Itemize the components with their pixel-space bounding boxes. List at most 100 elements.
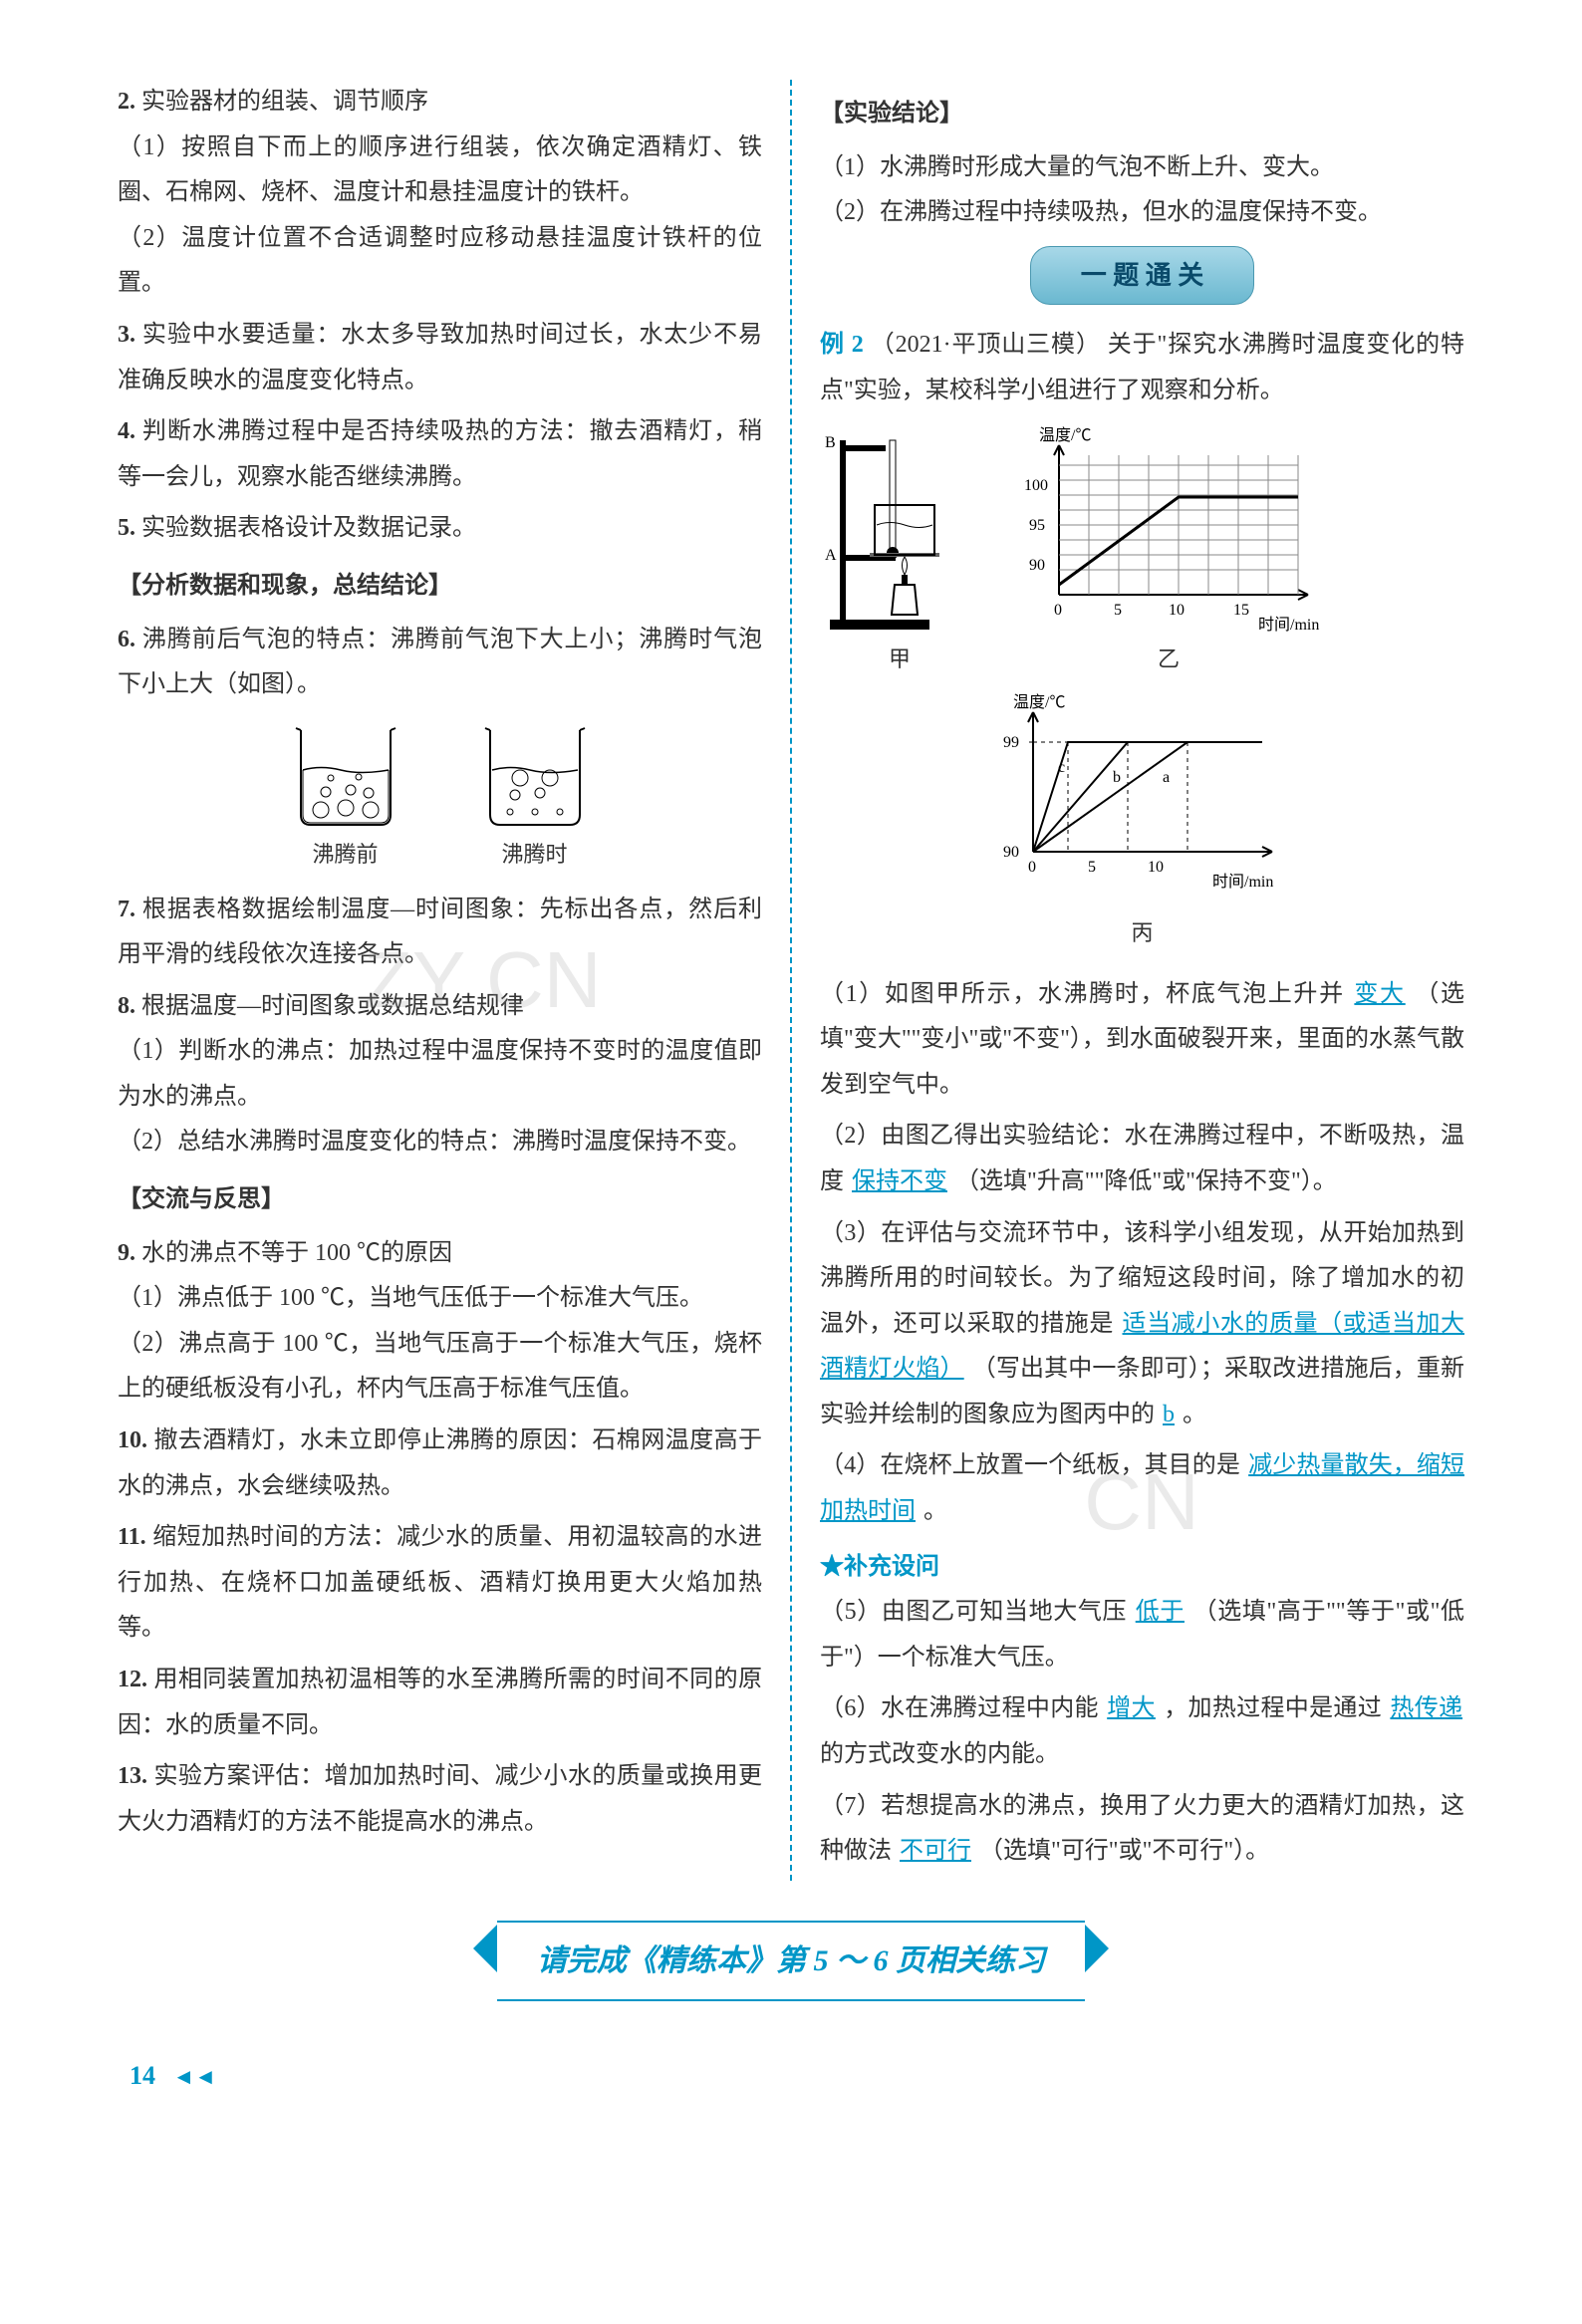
page-arrow-icon: ◄◄ bbox=[162, 2064, 217, 2089]
q-pre: 水在沸腾过程中内能 bbox=[881, 1695, 1099, 1721]
question-1: （1）如图甲所示，水沸腾时，杯底气泡上升并 变大 （选填"变大""变小"或"不变… bbox=[820, 972, 1464, 1109]
beaker-label-boiling: 沸腾时 bbox=[470, 834, 600, 876]
svg-text:0: 0 bbox=[1028, 859, 1036, 876]
svg-text:温度/℃: 温度/℃ bbox=[1039, 426, 1091, 444]
sub-item: （2）总结水沸腾时温度变化的特点：沸腾时温度保持不变。 bbox=[118, 1120, 762, 1165]
supplement-6: （6）水在沸腾过程中内能 增大 ，加热过程中是通过 热传递 的方式改变水的内能。 bbox=[820, 1686, 1464, 1777]
item-text: 根据温度—时间图象或数据总结规律 bbox=[141, 993, 524, 1019]
item-text: 用相同装置加热初温相等的水至沸腾所需的时间不同的原因：水的质量不同。 bbox=[118, 1667, 762, 1738]
beaker-before: 沸腾前 bbox=[281, 720, 410, 876]
item-13: 13. 实验方案评估：增加加热时间、减少小水的质量或换用更大火力酒精灯的方法不能… bbox=[118, 1754, 762, 1845]
left-column: 2. 实验器材的组装、调节顺序 （1）按照自下而上的顺序进行组装，依次确定酒精灯… bbox=[90, 80, 792, 1881]
answer-blank: 变大 bbox=[1352, 981, 1407, 1007]
section-conclusion: 【实验结论】 bbox=[820, 92, 1464, 137]
diagram-yi: 温度/℃ bbox=[1009, 425, 1328, 680]
beaker-diagrams: 沸腾前 沸腾时 bbox=[118, 720, 762, 876]
item-3: 3. 实验中水要适量：水太多导致加热时间过长，水太少不易准确反映水的温度变化特点… bbox=[118, 313, 762, 403]
q-pre: 由图乙可知当地大气压 bbox=[882, 1599, 1127, 1625]
question-4: （4）在烧杯上放置一个纸板，其目的是 减少热量散失，缩短加热时间 。 bbox=[820, 1443, 1464, 1534]
example-diagrams-row1: B A 甲 bbox=[820, 425, 1464, 680]
svg-text:温度/℃: 温度/℃ bbox=[1013, 693, 1065, 711]
page-number-value: 14 bbox=[130, 2061, 155, 2090]
item-num: 11. bbox=[118, 1524, 146, 1550]
page-number: 14 ◄◄ bbox=[90, 2051, 1492, 2100]
q-num: （7） bbox=[820, 1793, 881, 1819]
example-label: 例 2 bbox=[820, 332, 864, 358]
label-yi: 乙 bbox=[1009, 639, 1328, 680]
q-num: （6） bbox=[820, 1695, 881, 1721]
item-8: 8. 根据温度—时间图象或数据总结规律 （1）判断水的沸点：加热过程中温度保持不… bbox=[118, 984, 762, 1165]
svg-text:a: a bbox=[1163, 769, 1170, 786]
section-exchange: 【交流与反思】 bbox=[118, 1177, 762, 1223]
item-4: 4. 判断水沸腾过程中是否持续吸热的方法：撤去酒精灯，稍等一会儿，观察水能否继续… bbox=[118, 409, 762, 500]
svg-text:b: b bbox=[1113, 769, 1121, 786]
item-7: 7. 根据表格数据绘制温度—时间图象：先标出各点，然后利用平滑的线段依次连接各点… bbox=[118, 888, 762, 978]
conclusion-1: （1）水沸腾时形成大量的气泡不断上升、变大。 bbox=[820, 145, 1464, 191]
item-2: 2. 实验器材的组装、调节顺序 （1）按照自下而上的顺序进行组装，依次确定酒精灯… bbox=[118, 80, 762, 307]
sub-item: （1）按照自下而上的顺序进行组装，依次确定酒精灯、铁圈、石棉网、烧杯、温度计和悬… bbox=[118, 126, 762, 216]
q-post: （选填"升高""降低"或"保持不变"）。 bbox=[955, 1168, 1337, 1194]
q-num: （2） bbox=[820, 1123, 881, 1149]
q-post: 。 bbox=[923, 1498, 947, 1524]
conclusion-2: （2）在沸腾过程中持续吸热，但水的温度保持不变。 bbox=[820, 190, 1464, 236]
answer-blank: 增大 bbox=[1105, 1695, 1158, 1721]
diagram-jia: B A 甲 bbox=[820, 425, 979, 680]
item-5: 5. 实验数据表格设计及数据记录。 bbox=[118, 506, 762, 552]
q-num: （4） bbox=[820, 1452, 880, 1478]
item-num: 7. bbox=[118, 897, 135, 922]
item-6: 6. 沸腾前后气泡的特点：沸腾前气泡下大上小；沸腾时气泡下小上大（如图）。 bbox=[118, 618, 762, 708]
q-pre: 在烧杯上放置一个纸板，其目的是 bbox=[880, 1452, 1240, 1478]
item-num: 8. bbox=[118, 993, 135, 1019]
item-text: 判断水沸腾过程中是否持续吸热的方法：撤去酒精灯，稍等一会儿，观察水能否继续沸腾。 bbox=[118, 418, 762, 490]
item-num: 6. bbox=[118, 627, 135, 652]
svg-text:100: 100 bbox=[1024, 477, 1048, 494]
q-post2: 。 bbox=[1183, 1402, 1206, 1427]
q-num: （3） bbox=[820, 1220, 881, 1246]
footer-ribbon: 请完成《精练本》第 5 ～ 6 页相关练习 bbox=[90, 1921, 1492, 2001]
item-text: 实验方案评估：增加加热时间、减少小水的质量或换用更大火力酒精灯的方法不能提高水的… bbox=[118, 1763, 762, 1835]
item-12: 12. 用相同装置加热初温相等的水至沸腾所需的时间不同的原因：水的质量不同。 bbox=[118, 1658, 762, 1748]
item-num: 9. bbox=[118, 1240, 135, 1266]
svg-text:c: c bbox=[1058, 759, 1065, 776]
item-num: 2. bbox=[118, 89, 135, 115]
supplement-title: ★补充设问 bbox=[820, 1545, 1464, 1591]
q-pre: 如图甲所示，水沸腾时，杯底气泡上升并 bbox=[885, 981, 1345, 1007]
svg-text:90: 90 bbox=[1029, 557, 1045, 574]
svg-text:99: 99 bbox=[1003, 734, 1019, 751]
item-text: 水的沸点不等于 100 ℃的原因 bbox=[141, 1240, 452, 1266]
svg-text:5: 5 bbox=[1088, 859, 1096, 876]
sub-item: （1）判断水的沸点：加热过程中温度保持不变时的温度值即为水的沸点。 bbox=[118, 1029, 762, 1120]
right-column: 【实验结论】 （1）水沸腾时形成大量的气泡不断上升、变大。 （2）在沸腾过程中持… bbox=[792, 80, 1492, 1881]
sub-item: （1）沸点低于 100 ℃，当地气压低于一个标准大气压。 bbox=[118, 1276, 762, 1322]
item-text: 实验中水要适量：水太多导致加热时间过长，水太少不易准确反映水的温度变化特点。 bbox=[118, 322, 762, 393]
item-text: 实验器材的组装、调节顺序 bbox=[141, 89, 428, 115]
svg-text:10: 10 bbox=[1148, 859, 1164, 876]
q-num: （1） bbox=[820, 981, 885, 1007]
svg-text:90: 90 bbox=[1003, 844, 1019, 861]
item-num: 5. bbox=[118, 515, 135, 541]
svg-text:95: 95 bbox=[1029, 517, 1045, 534]
question-3: （3）在评估与交流环节中，该科学小组发现，从开始加热到沸腾所用的时间较长。为了缩… bbox=[820, 1211, 1464, 1438]
beaker-label-before: 沸腾前 bbox=[281, 834, 410, 876]
item-10: 10. 撤去酒精灯，水未立即停止沸腾的原因：石棉网温度高于水的沸点，水会继续吸热… bbox=[118, 1419, 762, 1509]
svg-text:15: 15 bbox=[1233, 602, 1249, 619]
page-content: ZY CN CN 2. 实验器材的组装、调节顺序 （1）按照自下而上的顺序进行组… bbox=[90, 80, 1492, 1881]
svg-text:A: A bbox=[825, 547, 837, 564]
label-jia: 甲 bbox=[820, 639, 979, 680]
footer-text: 请完成《精练本》第 5 ～ 6 页相关练习 bbox=[497, 1921, 1085, 2001]
sub-item: （2）温度计位置不合适调整时应移动悬挂温度计铁杆的位置。 bbox=[118, 216, 762, 307]
answer-blank: 低于 bbox=[1134, 1599, 1186, 1625]
question-2: （2）由图乙得出实验结论：水在沸腾过程中，不断吸热，温度 保持不变 （选填"升高… bbox=[820, 1114, 1464, 1204]
item-11: 11. 缩短加热时间的方法：减少水的质量、用初温较高的水进行加热、在烧杯口加盖硬… bbox=[118, 1515, 762, 1652]
item-num: 10. bbox=[118, 1427, 147, 1453]
svg-text:10: 10 bbox=[1169, 602, 1185, 619]
item-9: 9. 水的沸点不等于 100 ℃的原因 （1）沸点低于 100 ℃，当地气压低于… bbox=[118, 1231, 762, 1413]
item-text: 撤去酒精灯，水未立即停止沸腾的原因：石棉网温度高于水的沸点，水会继续吸热。 bbox=[118, 1427, 762, 1499]
svg-text:时间/min: 时间/min bbox=[1212, 873, 1273, 891]
item-num: 13. bbox=[118, 1763, 147, 1789]
beaker-boiling: 沸腾时 bbox=[470, 720, 600, 876]
svg-text:时间/min: 时间/min bbox=[1258, 616, 1319, 634]
answer-blank: 保持不变 bbox=[850, 1168, 949, 1194]
q-num: （5） bbox=[820, 1599, 882, 1625]
item-num: 12. bbox=[118, 1667, 147, 1692]
